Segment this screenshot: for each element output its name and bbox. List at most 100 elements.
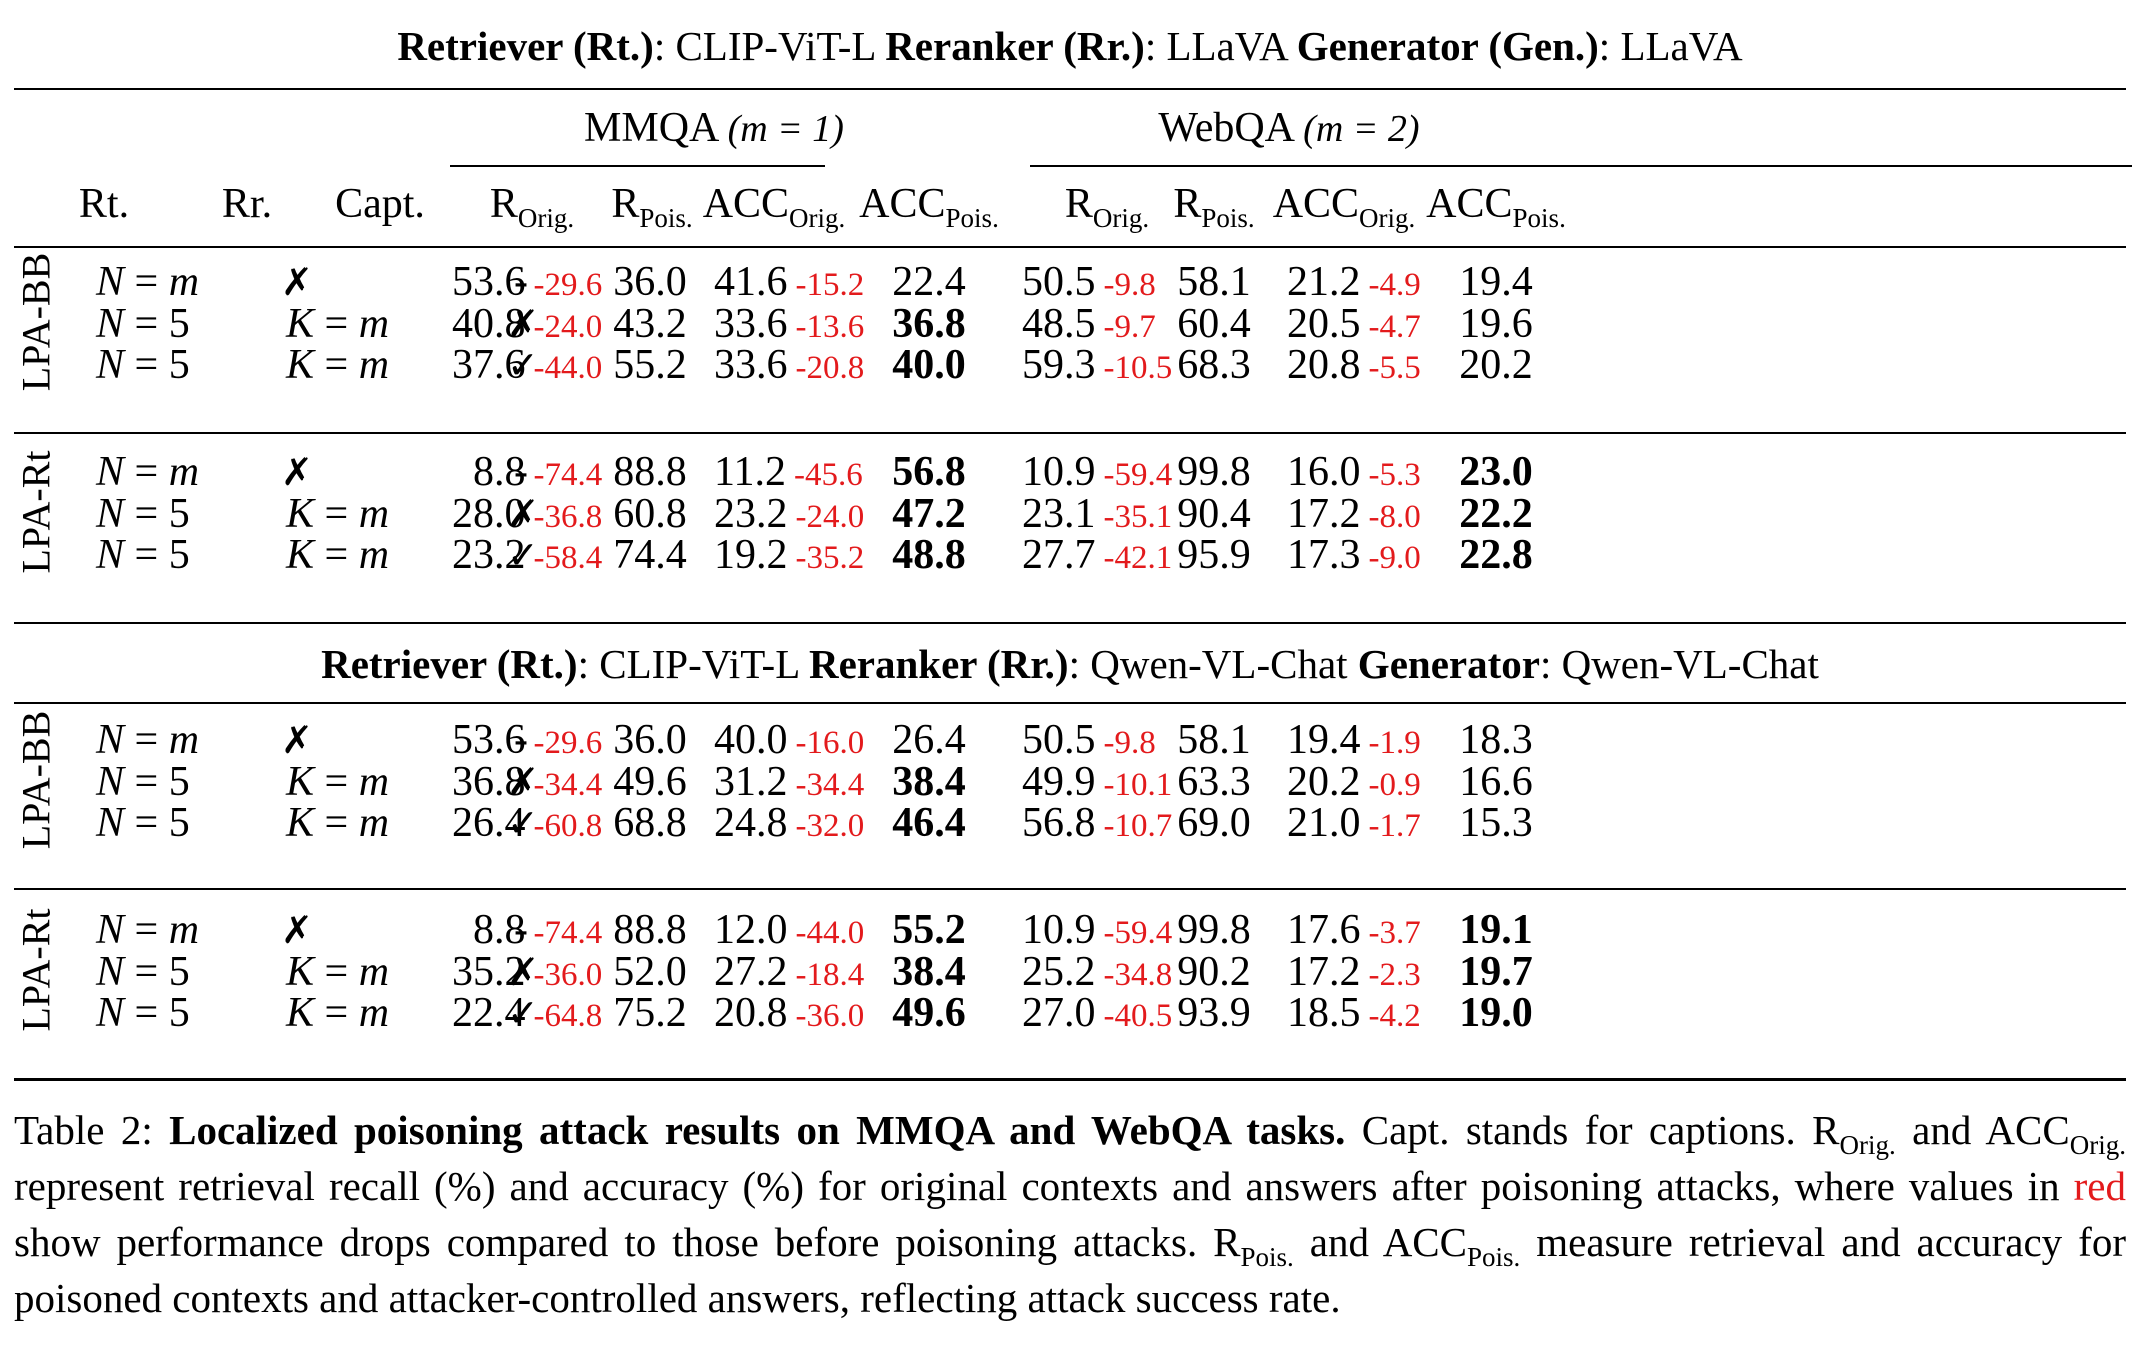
cell-value: 10.9 xyxy=(1022,907,1096,953)
cell-value: 11.2 xyxy=(714,449,786,495)
cell-webqa-0: 59.3 -10.5 xyxy=(1022,341,1172,389)
header-main: ACC xyxy=(1272,181,1360,227)
caption-sub: Orig. xyxy=(1839,1130,1896,1160)
math-token: m xyxy=(358,758,390,805)
cell-value: 36.0 xyxy=(613,717,687,763)
drop-value: -32.0 xyxy=(795,808,865,844)
caption-number: Table 2: xyxy=(14,1107,170,1153)
cell-value: 46.4 xyxy=(892,800,966,846)
cell-mmqa-2: 27.2 -18.4 xyxy=(714,948,864,996)
cell-capt: ✓ xyxy=(507,799,539,847)
header-sub: Pois. xyxy=(945,203,999,233)
math-token: = xyxy=(134,717,159,763)
math-token: N xyxy=(96,490,125,537)
drop-value: -45.6 xyxy=(793,457,863,493)
cell-mmqa-3: 22.4 xyxy=(892,258,966,306)
section-title: Retriever (Rt.): CLIP-ViT-L Reranker (Rr… xyxy=(14,22,2126,70)
cell-mmqa-0: 36.8 -34.4 xyxy=(452,758,602,806)
cell-value: 27.7 xyxy=(1022,532,1096,578)
cell-value: 40.0 xyxy=(714,717,788,763)
cell-mmqa-3: 55.2 xyxy=(892,906,966,954)
cell-webqa-3: 18.3 xyxy=(1459,716,1533,764)
math-token: K xyxy=(286,490,315,537)
column-header: RPois. xyxy=(1173,180,1254,232)
math-token: K xyxy=(286,342,315,388)
cell-mmqa-3: 47.2 xyxy=(892,490,966,538)
cell-rr: ✗ xyxy=(281,906,313,954)
cell-rt: N = 5 xyxy=(96,948,190,996)
cell-value: 58.1 xyxy=(1177,259,1251,305)
drop-value: -64.8 xyxy=(533,998,603,1034)
cell-value: 20.8 xyxy=(714,990,788,1036)
math-token: K xyxy=(286,300,315,347)
math-token: = xyxy=(134,532,159,578)
cell-value: 47.2 xyxy=(892,490,966,537)
drop-value: -13.6 xyxy=(795,308,865,345)
math-token: = xyxy=(134,342,159,388)
math-token: N xyxy=(96,259,125,305)
drop-value: -16.0 xyxy=(795,725,865,761)
section-title-part: : LLaVA xyxy=(1598,23,1743,69)
cell-rr: K = m xyxy=(286,300,389,348)
cross-icon: ✗ xyxy=(507,759,539,804)
cell-value: 20.2 xyxy=(1287,758,1361,805)
drop-value: -15.2 xyxy=(795,267,865,303)
cell-mmqa-0: 35.2 -36.0 xyxy=(452,948,602,996)
drop-value: -74.4 xyxy=(533,915,603,951)
math-token: N xyxy=(96,449,125,495)
table-rule xyxy=(14,702,2126,704)
check-icon: ✓ xyxy=(507,343,539,387)
group-rule xyxy=(1030,165,2132,167)
math-token: N xyxy=(96,717,125,763)
caption-text: and ACC xyxy=(1293,1219,1467,1265)
cell-value: 40.0 xyxy=(892,342,966,388)
cell-mmqa-1: 55.2 xyxy=(613,341,687,389)
cell-value: 68.3 xyxy=(1177,342,1251,388)
drop-value: -24.0 xyxy=(533,308,603,345)
cell-webqa-3: 22.2 xyxy=(1459,490,1533,538)
cell-mmqa-1: 68.8 xyxy=(613,799,687,847)
table-rule xyxy=(14,432,2126,434)
cross-icon: ✗ xyxy=(507,491,539,536)
drop-value: -34.4 xyxy=(795,766,865,803)
column-header: RPois. xyxy=(611,180,692,232)
header-sub: Orig. xyxy=(1359,203,1416,233)
caption-text: measure retrieval and accuracy for poiso… xyxy=(14,1219,2126,1321)
math-token: 5 xyxy=(168,800,190,846)
cross-icon: ✗ xyxy=(281,450,313,494)
cell-value: 37.6 xyxy=(452,342,526,388)
cell-webqa-2: 21.0 -1.7 xyxy=(1287,799,1421,847)
cell-mmqa-3: 40.0 xyxy=(892,341,966,389)
cell-mmqa-3: 38.4 xyxy=(892,758,966,806)
cell-value: 22.8 xyxy=(1459,532,1533,578)
cell-value: 25.2 xyxy=(1022,948,1096,995)
cell-mmqa-1: 88.8 xyxy=(613,906,687,954)
cell-webqa-3: 22.8 xyxy=(1459,531,1533,579)
mmqa-m: (m = 1) xyxy=(727,108,844,150)
drop-value: -34.4 xyxy=(533,766,603,803)
drop-value: -18.4 xyxy=(795,956,865,993)
cell-mmqa-2: 20.8 -36.0 xyxy=(714,989,864,1037)
cell-webqa-3: 19.7 xyxy=(1459,948,1533,996)
cell-rt: N = 5 xyxy=(96,758,190,806)
cell-rt: N = m xyxy=(96,258,199,306)
cell-rr: ✗ xyxy=(281,258,313,306)
cell-webqa-0: 25.2 -34.8 xyxy=(1022,948,1172,996)
cell-webqa-1: 58.1 xyxy=(1177,258,1251,306)
cell-webqa-0: 49.9 -10.1 xyxy=(1022,758,1172,806)
drop-value: -35.1 xyxy=(1103,498,1173,535)
cell-value: 43.2 xyxy=(613,300,687,347)
drop-value: -4.2 xyxy=(1368,998,1421,1034)
cell-value: 17.2 xyxy=(1287,948,1361,995)
cell-value: 60.8 xyxy=(613,490,687,537)
math-token: K xyxy=(286,800,315,846)
cell-rr: K = m xyxy=(286,948,389,996)
math-token: = xyxy=(324,532,349,578)
header-sub: Pois. xyxy=(1512,203,1566,233)
cell-mmqa-0: 26.4 -60.8 xyxy=(452,799,602,847)
drop-value: -34.8 xyxy=(1103,956,1173,993)
cell-rt: N = 5 xyxy=(96,531,190,579)
cell-value: 63.3 xyxy=(1177,758,1251,805)
table-rule xyxy=(14,1078,2126,1081)
drop-value: -40.5 xyxy=(1103,998,1173,1034)
